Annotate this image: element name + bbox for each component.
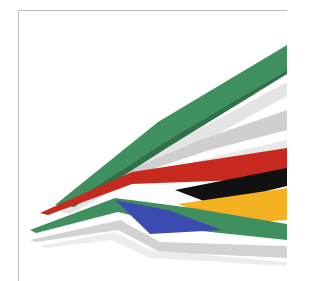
ribbon-artwork [0,0,287,281]
page [0,0,287,281]
